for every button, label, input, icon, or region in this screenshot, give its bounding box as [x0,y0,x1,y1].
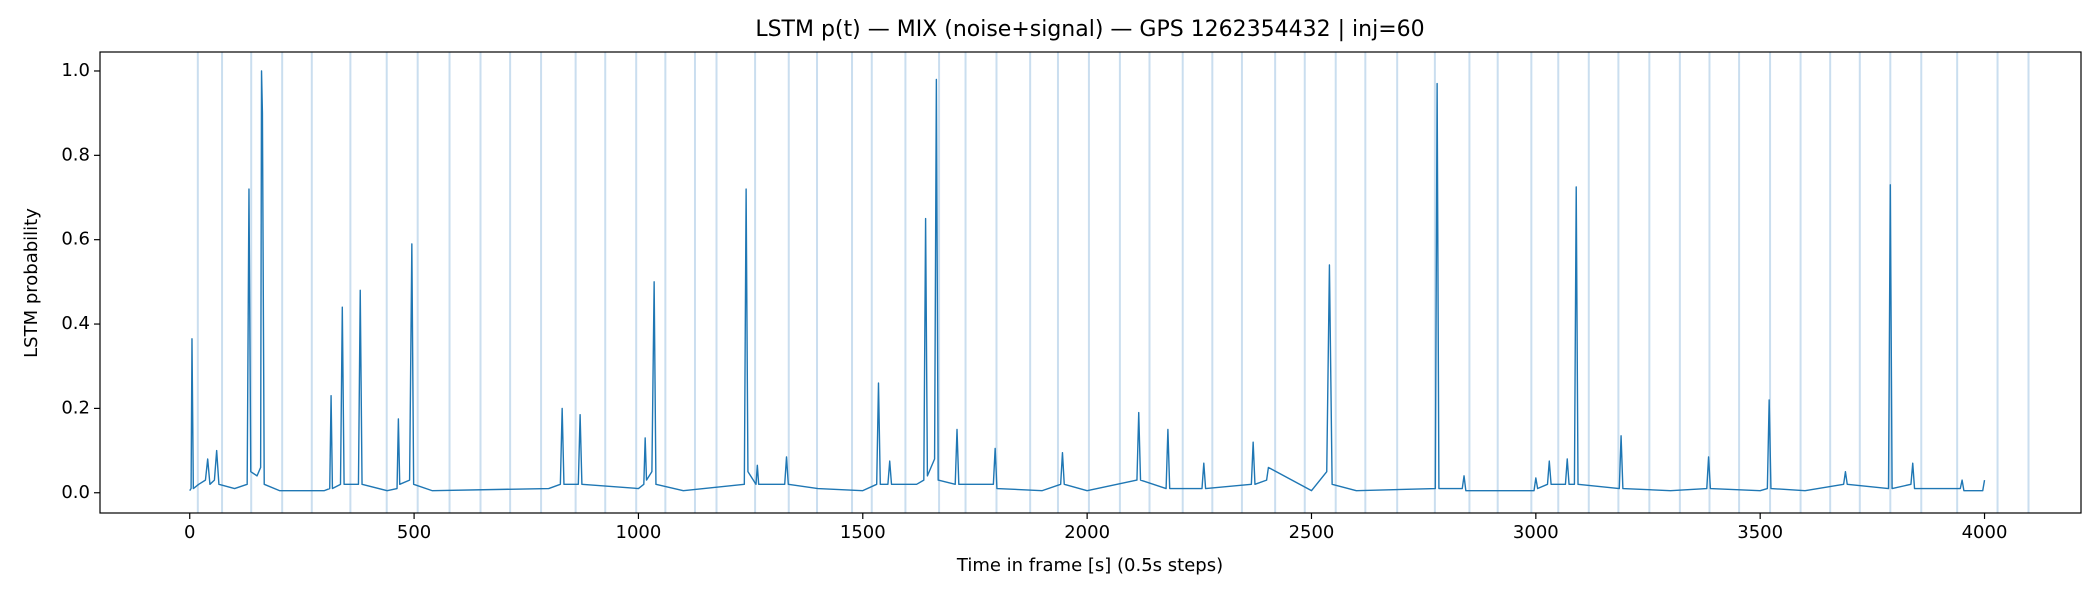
x-tick-label: 1500 [840,522,886,543]
x-tick-label: 0 [184,522,195,543]
y-tick-label: 0.0 [61,482,90,503]
x-axis-label: Time in frame [s] (0.5s steps) [956,555,1223,576]
chart-title: LSTM p(t) — MIX (noise+signal) — GPS 126… [755,17,1424,42]
y-tick-label: 0.2 [61,397,90,418]
y-tick-label: 0.4 [61,313,90,334]
y-tick-label: 0.8 [61,144,90,165]
x-tick-label: 2500 [1289,522,1335,543]
plot-frame [99,51,2082,514]
y-tick-label: 0.6 [61,229,90,250]
x-tick-label: 500 [397,522,431,543]
x-tick-label: 2000 [1064,522,1110,543]
x-tick-label: 1000 [616,522,662,543]
x-tick-label: 3500 [1737,522,1783,543]
x-tick-label: 3000 [1513,522,1559,543]
y-tick-label: 1.0 [61,60,90,81]
probability-line [189,70,1986,492]
x-tick-label: 4000 [1962,522,2008,543]
y-axis-label: LSTM probability [21,208,42,358]
